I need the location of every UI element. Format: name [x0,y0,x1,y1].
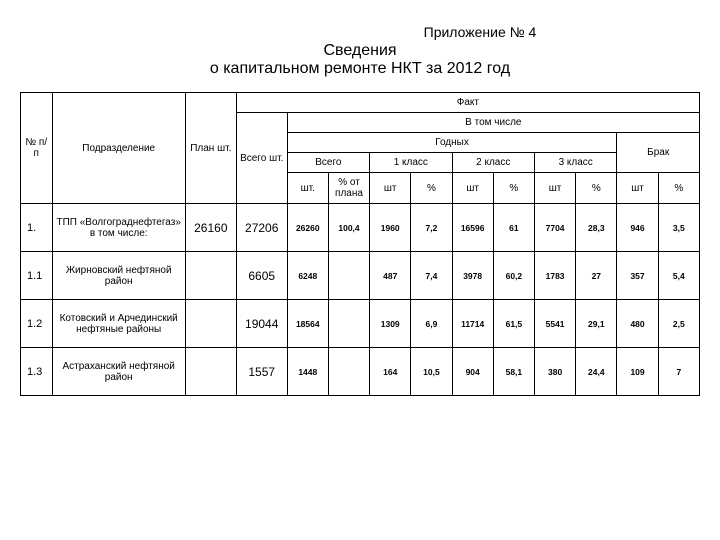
cell-vsego_pct [328,348,369,396]
cell-c1_sht: 1960 [370,204,411,252]
header-total: Всего шт. [236,113,287,204]
table-row: 1.3Астраханский нефтяной район 15571448 16… [21,348,700,396]
header-c3: 3 класс [534,153,616,173]
header-sht: шт [617,173,658,204]
cell-rej_sht: 109 [617,348,658,396]
page-subtitle: о капитальном ремонте НКТ за 2012 год [20,60,700,78]
cell-c3_sht: 1783 [534,252,575,300]
cell-num: 1.2 [21,300,53,348]
cell-rej_pct: 2,5 [658,300,699,348]
header-dept: Подразделение [52,93,185,204]
header-sht: шт [370,173,411,204]
cell-vsego_sht: 6248 [287,252,328,300]
cell-vsego_sht: 1448 [287,348,328,396]
header-pct: % [493,173,534,204]
cell-plan [185,348,236,396]
cell-c3_sht: 380 [534,348,575,396]
cell-total: 27206 [236,204,287,252]
cell-dept: Жирновский нефтяной район [52,252,185,300]
cell-dept: ТПП «Волгограднефтегаз» в том числе: [52,204,185,252]
cell-rej_sht: 946 [617,204,658,252]
cell-plan [185,252,236,300]
cell-c2_sht: 904 [452,348,493,396]
cell-rej_sht: 357 [617,252,658,300]
header-usable: Годных [287,133,617,153]
header-pct: % [576,173,617,204]
cell-num: 1. [21,204,53,252]
cell-num: 1.1 [21,252,53,300]
cell-plan: 26160 [185,204,236,252]
header-c1: 1 класс [370,153,452,173]
header-vsego: Всего [287,153,369,173]
cell-rej_pct: 7 [658,348,699,396]
cell-c3_sht: 5541 [534,300,575,348]
appendix-label: Приложение № 4 [20,24,700,40]
cell-c2_pct: 60,2 [493,252,534,300]
cell-c1_sht: 487 [370,252,411,300]
header-num: № п/п [21,93,53,204]
cell-c1_pct: 7,4 [411,252,452,300]
table-row: 1.ТПП «Волгограднефтегаз» в том числе:26… [21,204,700,252]
cell-vsego_pct [328,300,369,348]
data-table: № п/п Подразделение План шт. Факт Всего … [20,92,700,396]
cell-dept: Астраханский нефтяной район [52,348,185,396]
header-pct: % [411,173,452,204]
cell-c3_pct: 27 [576,252,617,300]
cell-c1_sht: 164 [370,348,411,396]
table-row: 1.1Жирновский нефтяной район 66056248 4877… [21,252,700,300]
cell-c2_sht: 3978 [452,252,493,300]
cell-rej_pct: 5,4 [658,252,699,300]
cell-vsego_sht: 26260 [287,204,328,252]
cell-c1_pct: 7,2 [411,204,452,252]
cell-rej_sht: 480 [617,300,658,348]
cell-num: 1.3 [21,348,53,396]
cell-vsego_pct [328,252,369,300]
cell-vsego_pct: 100,4 [328,204,369,252]
cell-c3_pct: 29,1 [576,300,617,348]
cell-c2_sht: 11714 [452,300,493,348]
header-reject: Брак [617,133,700,173]
cell-dept: Котовский и Арчединский нефтяные районы [52,300,185,348]
cell-c2_pct: 58,1 [493,348,534,396]
cell-total: 19044 [236,300,287,348]
cell-total: 6605 [236,252,287,300]
table-row: 1.2Котовский и Арчединский нефтяные райо… [21,300,700,348]
header-pct: % [658,173,699,204]
header-pct-plan: % от плана [328,173,369,204]
cell-c1_pct: 10,5 [411,348,452,396]
cell-c1_sht: 1309 [370,300,411,348]
cell-c3_pct: 28,3 [576,204,617,252]
cell-plan [185,300,236,348]
page-title: Сведения [20,42,700,60]
header-including: В том числе [287,113,699,133]
header-sht: шт. [287,173,328,204]
cell-c2_pct: 61,5 [493,300,534,348]
cell-rej_pct: 3,5 [658,204,699,252]
header-plan: План шт. [185,93,236,204]
header-fact: Факт [236,93,699,113]
cell-c1_pct: 6,9 [411,300,452,348]
header-sht: шт [452,173,493,204]
cell-c2_pct: 61 [493,204,534,252]
cell-c3_sht: 7704 [534,204,575,252]
cell-c2_sht: 16596 [452,204,493,252]
header-sht: шт [534,173,575,204]
header-c2: 2 класс [452,153,534,173]
cell-c3_pct: 24,4 [576,348,617,396]
cell-vsego_sht: 18564 [287,300,328,348]
cell-total: 1557 [236,348,287,396]
